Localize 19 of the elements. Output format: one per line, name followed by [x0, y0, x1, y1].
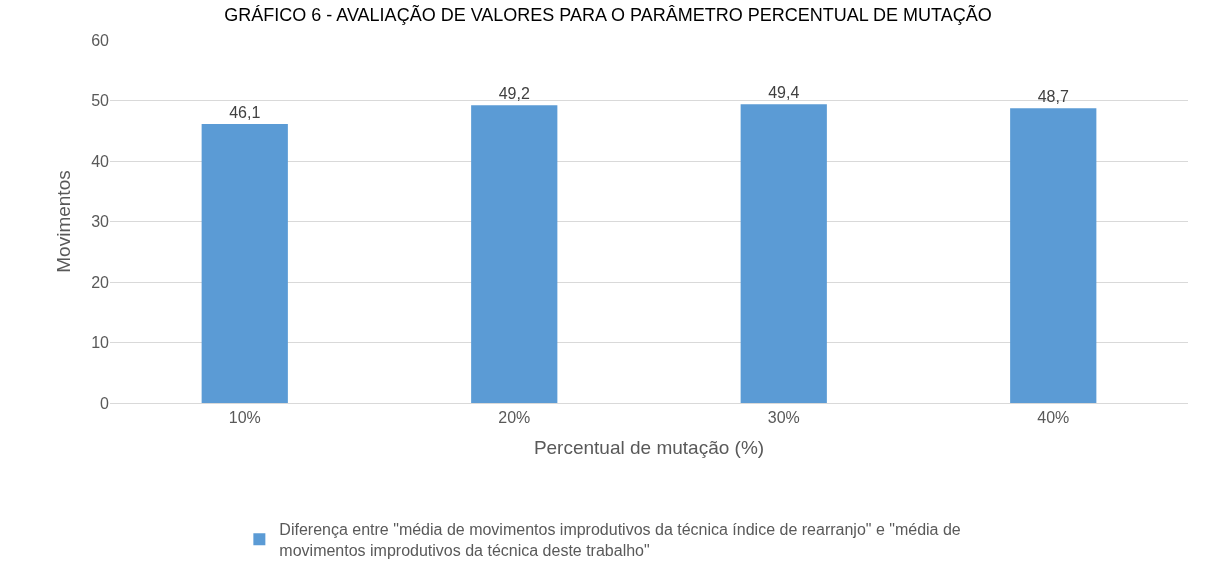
data-label: 49,2 — [498, 85, 530, 103]
data-label: 48,7 — [1037, 88, 1069, 106]
x-tick-label: 40% — [1037, 409, 1070, 427]
y-tick-label: 20 — [91, 273, 110, 291]
y-tick-label: 10 — [91, 334, 110, 352]
y-tick-label: 50 — [91, 92, 110, 110]
y-tick-label: 60 — [91, 31, 110, 49]
chart-title: GRÁFICO 6 - AVALIAÇÃO DE VALORES PARA O PARÂMETRO PERCENTUAL DE MUTAÇÃO — [224, 4, 992, 26]
x-tick-label: 30% — [767, 409, 800, 427]
data-label: 46,1 — [229, 104, 261, 122]
x-axis-title: Percentual de mutação (%) — [533, 437, 765, 458]
y-tick-label: 0 — [100, 394, 110, 412]
y-axis-title: Movimentos — [53, 170, 75, 273]
x-tick-label: 20% — [498, 409, 531, 427]
legend-label: Diferença entre "média de movimentos improdutivos da técnica índice de rearranjo" e "média de movimentos improdutivos da técnica deste trabalho" — [279, 521, 961, 559]
y-tick-label: 30 — [91, 213, 110, 231]
x-tick-label: 10% — [228, 409, 261, 427]
y-tick-label: 40 — [91, 152, 110, 170]
data-label: 49,4 — [768, 84, 800, 102]
